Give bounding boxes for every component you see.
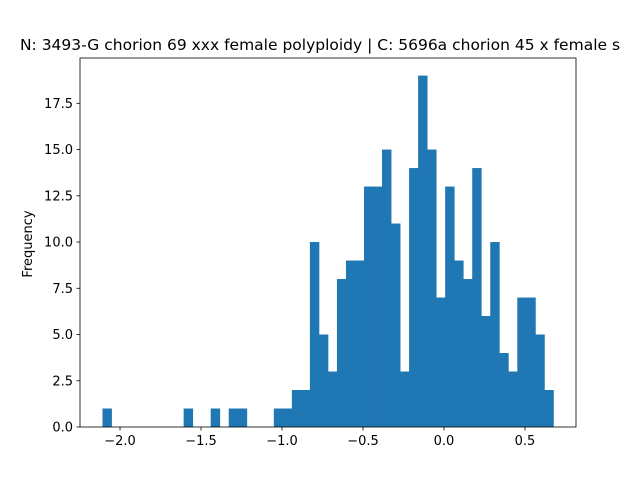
y-axis-ticks: 0.0 2.5 5.0 7.5 10.0 12.5 15.0 17.5: [44, 97, 80, 436]
x-tick-label: −0.5: [347, 434, 379, 449]
histogram-bar: [364, 186, 374, 427]
histogram-bar: [400, 371, 410, 427]
histogram-bar: [535, 334, 545, 427]
histogram-bar: [373, 186, 383, 427]
y-tick-label: 5.0: [52, 328, 73, 343]
histogram-bar: [102, 408, 112, 427]
histogram-bar: [490, 242, 500, 427]
histogram-bar: [282, 408, 293, 427]
y-tick-label: 2.5: [52, 374, 73, 389]
x-tick-label: −1.5: [185, 434, 217, 449]
histogram-bar: [481, 316, 491, 427]
y-tick-label: 17.5: [44, 97, 73, 112]
x-tick-label: 0.5: [515, 434, 536, 449]
histogram-bar: [508, 371, 518, 427]
histogram-bar: [327, 371, 338, 427]
histogram-bar: [273, 408, 284, 427]
chart-title: N: 3493-G chorion 69 xxx female polyploi…: [20, 36, 620, 54]
histogram-bar: [454, 260, 464, 427]
histogram-bar: [472, 168, 482, 428]
histogram-bar: [354, 260, 365, 427]
histogram-bar: [183, 408, 194, 427]
histogram-bar: [382, 149, 392, 427]
x-tick-label: −1.0: [266, 434, 298, 449]
y-tick-label: 10.0: [44, 236, 73, 251]
y-tick-label: 15.0: [44, 143, 73, 158]
y-tick-label: 12.5: [44, 189, 73, 204]
histogram-bar: [409, 168, 419, 428]
y-axis-label: Frequency: [21, 210, 36, 277]
x-tick-label: −2.0: [104, 434, 136, 449]
histogram-bar: [300, 390, 311, 427]
histogram-bar: [210, 408, 221, 427]
histogram-bar: [499, 353, 509, 427]
histogram-bar: [336, 279, 347, 427]
histogram-bars: [102, 75, 554, 428]
histogram-bar: [228, 408, 239, 427]
y-tick-label: 0.0: [52, 421, 73, 436]
histogram-bar: [391, 223, 401, 427]
histogram-bar: [427, 149, 437, 427]
histogram-bar: [517, 297, 527, 427]
histogram-bar: [445, 186, 455, 427]
histogram-bar: [526, 297, 536, 427]
x-tick-label: 0.0: [434, 434, 455, 449]
x-axis-ticks: −2.0 −1.5 −1.0 −0.5 0.0 0.5: [104, 427, 535, 449]
histogram-bar: [418, 75, 428, 427]
histogram-bar: [309, 242, 320, 427]
histogram-bar: [345, 260, 356, 427]
histogram-bar: [544, 390, 554, 427]
plot-frame: [79, 57, 577, 428]
histogram-bar: [318, 334, 329, 427]
y-tick-label: 7.5: [52, 282, 73, 297]
histogram-bar: [436, 297, 446, 427]
histogram-bar: [237, 408, 248, 427]
histogram-bar: [463, 279, 473, 427]
histogram-bar: [291, 390, 302, 427]
